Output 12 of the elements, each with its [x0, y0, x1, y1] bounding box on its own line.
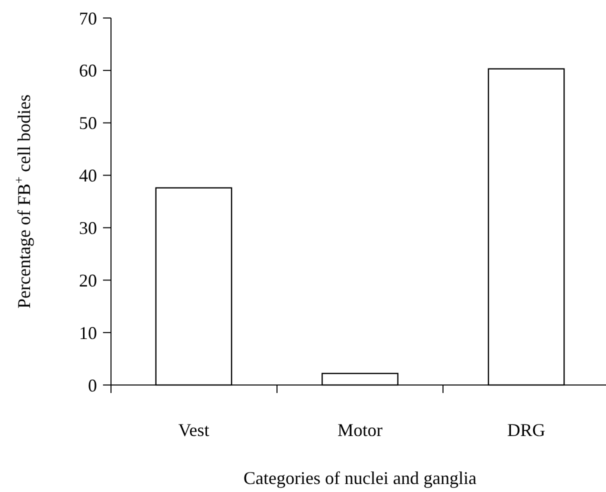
y-tick-label: 50: [79, 113, 97, 134]
x-tick-label: Motor: [338, 420, 383, 440]
y-tick-label: 10: [79, 322, 97, 343]
x-tick-label: DRG: [507, 420, 546, 440]
y-tick-label: 0: [88, 375, 97, 396]
y-tick-label: 70: [79, 8, 97, 28]
x-tick-label: Vest: [178, 420, 210, 440]
y-tick-label: 60: [79, 60, 97, 81]
x-axis-title: Categories of nuclei and ganglia: [244, 468, 476, 488]
y-tick-label: 20: [79, 270, 97, 290]
y-tick-label: 30: [79, 218, 97, 238]
y-tick-label: 40: [79, 166, 97, 186]
